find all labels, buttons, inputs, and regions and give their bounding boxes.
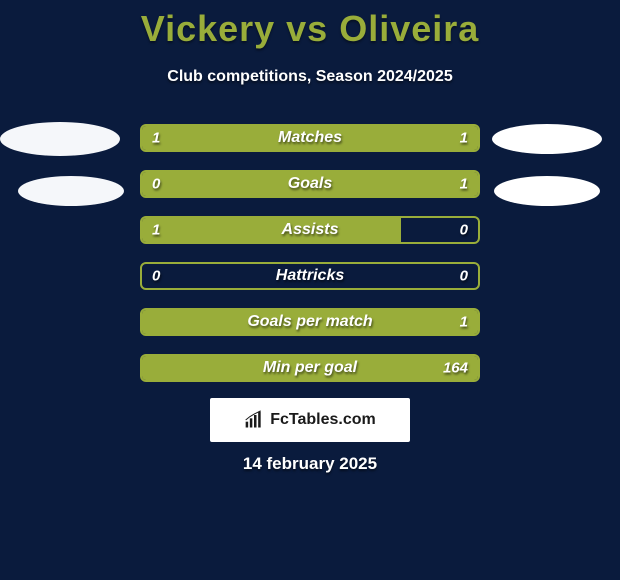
stat-value-right: 0 xyxy=(460,268,468,285)
stat-value-right: 1 xyxy=(460,130,468,147)
stat-value-right: 164 xyxy=(443,360,468,377)
stat-row: Assists 1 0 xyxy=(140,216,480,244)
stat-row: Matches 1 1 xyxy=(140,124,480,152)
chart-icon xyxy=(244,410,264,430)
stat-value-left: 1 xyxy=(152,222,160,239)
stat-row: Min per goal 164 xyxy=(140,354,480,382)
stat-label: Hattricks xyxy=(276,267,344,285)
stat-label: Goals per match xyxy=(247,313,372,331)
date-text: 14 february 2025 xyxy=(0,454,620,474)
player-right-photo-placeholder xyxy=(492,124,602,154)
stat-row: Goals 0 1 xyxy=(140,170,480,198)
player-left-photo-placeholder xyxy=(0,122,120,156)
subtitle: Club competitions, Season 2024/2025 xyxy=(0,68,620,86)
stat-label: Assists xyxy=(282,221,339,239)
stat-row: Hattricks 0 0 xyxy=(140,262,480,290)
stat-row: Goals per match 1 xyxy=(140,308,480,336)
bar-fill-left xyxy=(142,218,401,242)
brand-text: FcTables.com xyxy=(270,411,376,429)
stat-value-left: 1 xyxy=(152,130,160,147)
stat-value-left: 0 xyxy=(152,176,160,193)
stat-value-right: 1 xyxy=(460,176,468,193)
stat-value-left: 0 xyxy=(152,268,160,285)
stat-label: Goals xyxy=(288,175,332,193)
bar-fill-right xyxy=(202,172,478,196)
stat-value-right: 0 xyxy=(460,222,468,239)
stat-bars: Matches11Goals01Assists10Hattricks00Goal… xyxy=(140,124,480,400)
stat-label: Matches xyxy=(278,129,342,147)
brand-badge: FcTables.com xyxy=(210,398,410,442)
stat-label: Min per goal xyxy=(263,359,357,377)
page-title: Vickery vs Oliveira xyxy=(0,0,620,50)
stat-value-right: 1 xyxy=(460,314,468,331)
team-left-logo-placeholder xyxy=(18,176,124,206)
team-right-logo-placeholder xyxy=(494,176,600,206)
